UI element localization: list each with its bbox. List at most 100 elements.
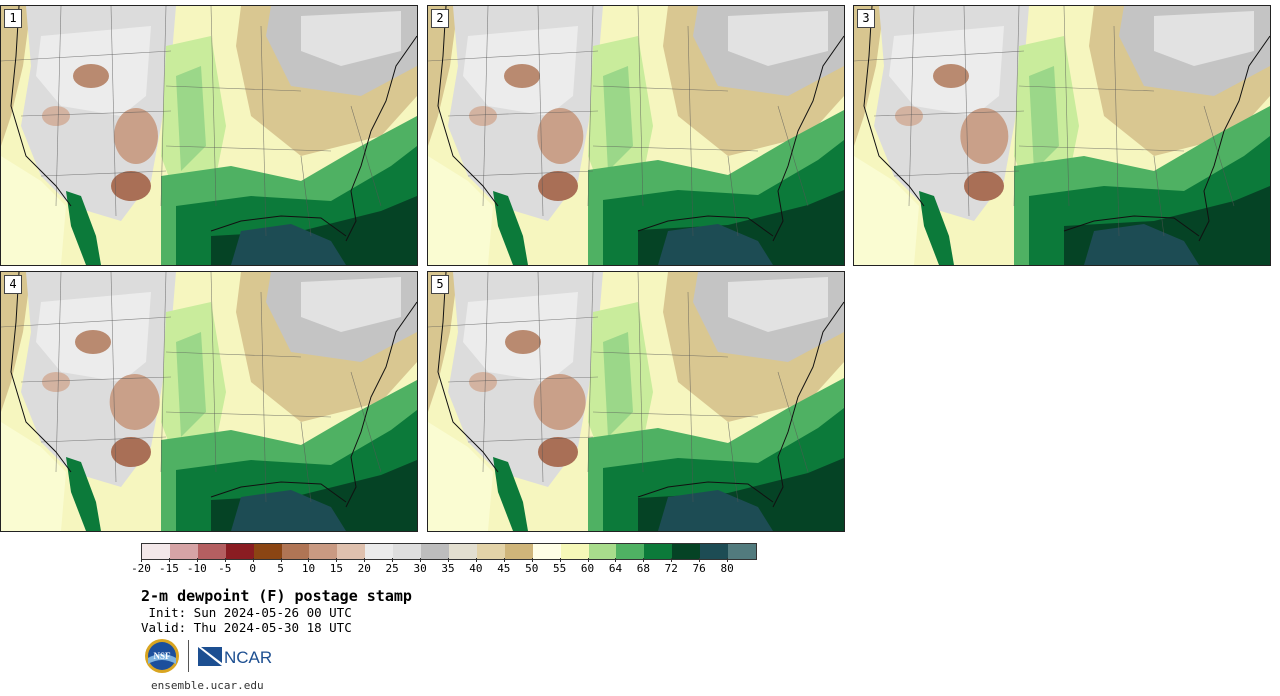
dry-blotch	[505, 330, 541, 354]
stamp-panel-5: 5	[427, 271, 845, 532]
colorbar-tick-label: -10	[186, 562, 207, 575]
state-boundary	[687, 291, 694, 503]
figure-title: 2-m dewpoint (F) postage stamp	[141, 587, 412, 605]
state-boundary	[893, 170, 1020, 177]
colorbar-tick-label: 0	[249, 562, 256, 575]
colorbar-tick	[364, 558, 366, 562]
colorbar-tick	[503, 558, 505, 562]
colorbar-swatch	[365, 544, 394, 559]
east-coastline	[772, 35, 844, 242]
baja-moist	[493, 191, 528, 265]
state-boundary	[592, 85, 729, 92]
great-lakes-light	[301, 277, 401, 332]
west-coastline	[437, 272, 499, 473]
colorbar-tick-label: 60	[580, 562, 595, 575]
gulf-of-mexico	[231, 224, 346, 265]
stamp-panel-1: 1	[0, 5, 418, 266]
west-coastline	[863, 6, 925, 207]
state-boundary	[777, 105, 809, 207]
pacific-dry-region	[1, 6, 31, 146]
state-boundary	[40, 436, 167, 443]
colorbar-tick-label: -5	[218, 562, 232, 575]
state-boundary	[300, 421, 312, 503]
gulf-coastline	[637, 481, 774, 503]
state-boundary	[482, 6, 489, 207]
baja-moist	[493, 457, 528, 531]
dewpoint-map	[1, 6, 417, 265]
stamp-panel-2: 2	[427, 5, 845, 266]
gulf-of-mexico	[231, 490, 346, 531]
nsf-logo-text: NSF	[153, 651, 171, 661]
colorbar-tick-label: 15	[329, 562, 343, 575]
dry-blotch	[538, 437, 578, 467]
state-boundary	[482, 272, 489, 473]
state-boundary	[55, 6, 62, 207]
colorbar-swatch	[532, 544, 561, 559]
state-boundary	[592, 411, 759, 418]
state-boundary	[963, 6, 970, 217]
baja-moist	[66, 457, 101, 531]
state-boundary	[110, 6, 117, 217]
southwest-light-region	[1, 156, 66, 265]
colorbar-swatch	[588, 544, 617, 559]
pacific-dry-region	[428, 272, 458, 412]
southwest-light-region	[428, 156, 493, 265]
dry-blotch	[42, 372, 70, 392]
colorbar-tick-label: 50	[525, 562, 539, 575]
state-boundary	[1063, 6, 1070, 207]
stamp-label: 5	[431, 275, 449, 294]
colorbar-swatch	[169, 544, 198, 559]
plains-moist-core	[603, 66, 633, 171]
gulf-coastline	[1063, 215, 1200, 237]
state-boundary	[165, 411, 332, 418]
plains-moist-core	[603, 332, 633, 437]
dry-blotch	[537, 108, 584, 164]
colorbar-ticks	[141, 558, 755, 562]
dewpoint-map	[428, 272, 844, 531]
colorbar-swatch	[728, 544, 756, 559]
state-boundary	[210, 272, 217, 473]
state-boundary	[1013, 6, 1020, 207]
gulf-of-mexico	[1084, 224, 1199, 265]
state-boundary	[428, 316, 599, 328]
dry-blotch	[469, 372, 497, 392]
colorbar-tick-label: 45	[497, 562, 511, 575]
pacific-dry-region	[428, 6, 458, 146]
state-boundary	[165, 85, 302, 92]
pacific-dry-region	[1, 272, 31, 412]
dry-blotch	[109, 374, 160, 430]
gulf-of-mexico	[658, 490, 773, 531]
colorbar-tick-label: -15	[158, 562, 179, 575]
state-boundary	[428, 50, 599, 62]
init-time: Init: Sun 2024-05-26 00 UTC	[141, 605, 352, 620]
plains-moist-core	[176, 332, 206, 437]
west-coastline	[10, 6, 72, 207]
valid-time: Valid: Thu 2024-05-30 18 UTC	[141, 620, 352, 635]
colorbar-swatch	[700, 544, 729, 559]
colorbar-tick	[308, 558, 310, 562]
pacific-dry-region	[854, 6, 884, 146]
colorbar-tick	[615, 558, 617, 562]
colorbar-tick	[280, 558, 282, 562]
state-boundary	[1018, 145, 1185, 152]
stamp-label: 2	[431, 9, 449, 28]
state-boundary	[160, 272, 167, 473]
colorbar-tick	[141, 558, 142, 562]
colorbar-swatch	[225, 544, 254, 559]
state-boundary	[260, 291, 267, 503]
gulf-of-mexico	[658, 224, 773, 265]
colorbar-tick	[448, 558, 449, 562]
stamp-label: 1	[4, 9, 22, 28]
colorbar-tick-label: 25	[385, 562, 399, 575]
colorbar-tick-labels: -20 -15 -10 -5 0 5 10 15 20 25 30 35 40 45 50 55 60 64 68 7…	[130, 562, 770, 576]
southwest-light-region	[428, 422, 493, 531]
plains-moist-core	[176, 66, 206, 171]
state-boundary	[467, 170, 594, 177]
state-boundary	[687, 25, 694, 237]
colorbar-tick	[196, 558, 198, 562]
colorbar-tick	[531, 558, 533, 562]
colorbar-tick	[643, 558, 645, 562]
dry-blotch	[933, 64, 969, 88]
colorbar-tick-label: 35	[441, 562, 455, 575]
stamp-panel-4: 4	[0, 271, 418, 532]
